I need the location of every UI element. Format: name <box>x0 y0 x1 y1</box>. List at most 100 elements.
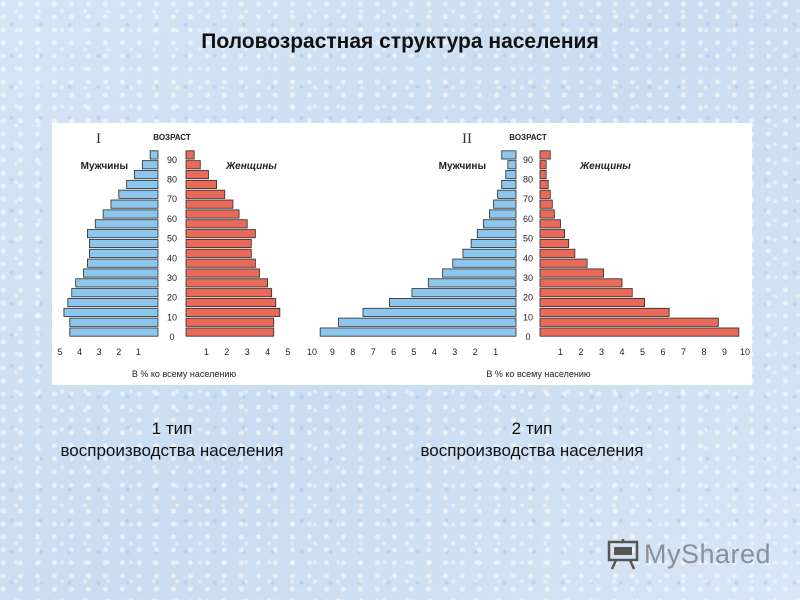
male-bar <box>83 268 159 278</box>
female-bar <box>539 179 549 189</box>
female-bar <box>185 209 240 219</box>
age-tick-label: 90 <box>167 155 177 165</box>
x-tick-label: 7 <box>681 347 686 357</box>
age-axis-label: ВОЗРАСТ <box>153 133 191 142</box>
male-label: Мужчины <box>439 161 486 172</box>
age-tick-label: 80 <box>167 175 177 185</box>
female-bar <box>185 258 256 268</box>
x-tick-label: 9 <box>330 347 335 357</box>
male-bar <box>87 229 159 239</box>
male-bar <box>94 219 159 229</box>
caption-type-1-line1: 1 тип <box>151 419 193 438</box>
male-bar <box>470 238 517 249</box>
female-bar <box>539 209 555 219</box>
male-bar <box>442 268 517 278</box>
male-bar <box>69 327 159 337</box>
male-bar <box>118 189 159 199</box>
page-title: Половозрастная структура населения <box>201 30 599 53</box>
myshared-logo: MyShared <box>606 536 771 572</box>
female-bar <box>185 219 248 229</box>
x-tick-label: 2 <box>473 347 478 357</box>
x-tick-label: 1 <box>204 347 209 357</box>
female-bar <box>539 298 645 308</box>
male-bar <box>462 248 517 258</box>
female-bar <box>539 238 570 249</box>
female-bar <box>539 327 740 337</box>
female-bar <box>539 288 633 298</box>
x-tick-label: 4 <box>265 347 270 357</box>
male-bar <box>89 248 159 258</box>
female-bar <box>539 248 576 258</box>
female-bar <box>185 179 218 189</box>
male-bar <box>110 199 159 209</box>
x-tick-label: 4 <box>77 347 82 357</box>
x-tick-label: 1 <box>136 347 141 357</box>
female-bar <box>185 248 252 258</box>
female-bar <box>539 160 547 170</box>
male-bar <box>75 278 159 288</box>
x-tick-label: 2 <box>578 347 583 357</box>
female-bar <box>539 307 670 317</box>
female-bar <box>185 238 252 249</box>
male-bar <box>141 160 159 170</box>
male-bar <box>126 179 159 189</box>
female-bar <box>539 189 551 199</box>
male-bar <box>476 229 517 239</box>
male-bar <box>63 307 159 317</box>
percent-axis-label: В % ко всему населению <box>486 369 590 379</box>
panel-number: I <box>96 131 101 147</box>
x-tick-label: 4 <box>432 347 437 357</box>
x-tick-label: 6 <box>391 347 396 357</box>
age-tick-label: 0 <box>525 332 530 342</box>
female-bar <box>185 307 281 317</box>
age-tick-label: 80 <box>523 175 533 185</box>
female-bar <box>185 199 234 209</box>
female-label: Женщины <box>225 161 277 172</box>
x-tick-label: 4 <box>619 347 624 357</box>
x-tick-label: 8 <box>350 347 355 357</box>
male-bar <box>452 258 517 268</box>
x-tick-label: 5 <box>285 347 290 357</box>
presentation-board-icon <box>607 539 639 570</box>
x-tick-label: 5 <box>640 347 645 357</box>
female-bar <box>539 229 566 239</box>
age-tick-label: 60 <box>523 214 533 224</box>
male-bar <box>389 298 517 308</box>
female-bar <box>539 199 553 209</box>
pyramid-figure: I ВОЗРАСТ Мужчины Женщины 90 80 70 60 50 40 30 20 10… <box>52 123 752 385</box>
x-tick-label: 6 <box>660 347 665 357</box>
male-label: Мужчины <box>81 161 128 172</box>
caption-type-2-line1: 2 тип <box>511 419 553 438</box>
male-bar <box>89 238 159 249</box>
female-bar <box>539 219 561 229</box>
age-tick-label: 0 <box>169 332 174 342</box>
x-tick-label: 1 <box>493 347 498 357</box>
male-bar <box>67 298 159 308</box>
age-tick-label: 10 <box>167 312 177 322</box>
percent-axis-label: В % ко всему населению <box>132 369 236 379</box>
female-bar <box>185 317 275 327</box>
x-tick-label: 3 <box>245 347 250 357</box>
age-tick-label: 20 <box>167 293 177 303</box>
age-tick-label: 30 <box>167 273 177 283</box>
female-bar <box>185 278 268 288</box>
female-bar <box>539 278 623 288</box>
male-bar <box>134 170 159 180</box>
x-tick-label: 7 <box>371 347 376 357</box>
age-axis-label: ВОЗРАСТ <box>509 133 547 142</box>
male-bar <box>501 150 517 160</box>
age-tick-label: 10 <box>523 312 533 322</box>
caption-type-2: 2 тип воспроизводства населения <box>382 418 682 462</box>
male-bar <box>87 258 159 268</box>
female-bar <box>185 150 195 160</box>
age-tick-label: 20 <box>523 293 533 303</box>
male-bar <box>411 288 517 298</box>
male-bar <box>338 317 517 327</box>
male-bar <box>493 199 517 209</box>
female-bar <box>185 268 260 278</box>
female-bar <box>185 189 226 199</box>
x-tick-label: 3 <box>599 347 604 357</box>
x-tick-label: 10 <box>740 347 750 357</box>
caption-type-2-line2: воспроизводства населения <box>420 441 644 460</box>
